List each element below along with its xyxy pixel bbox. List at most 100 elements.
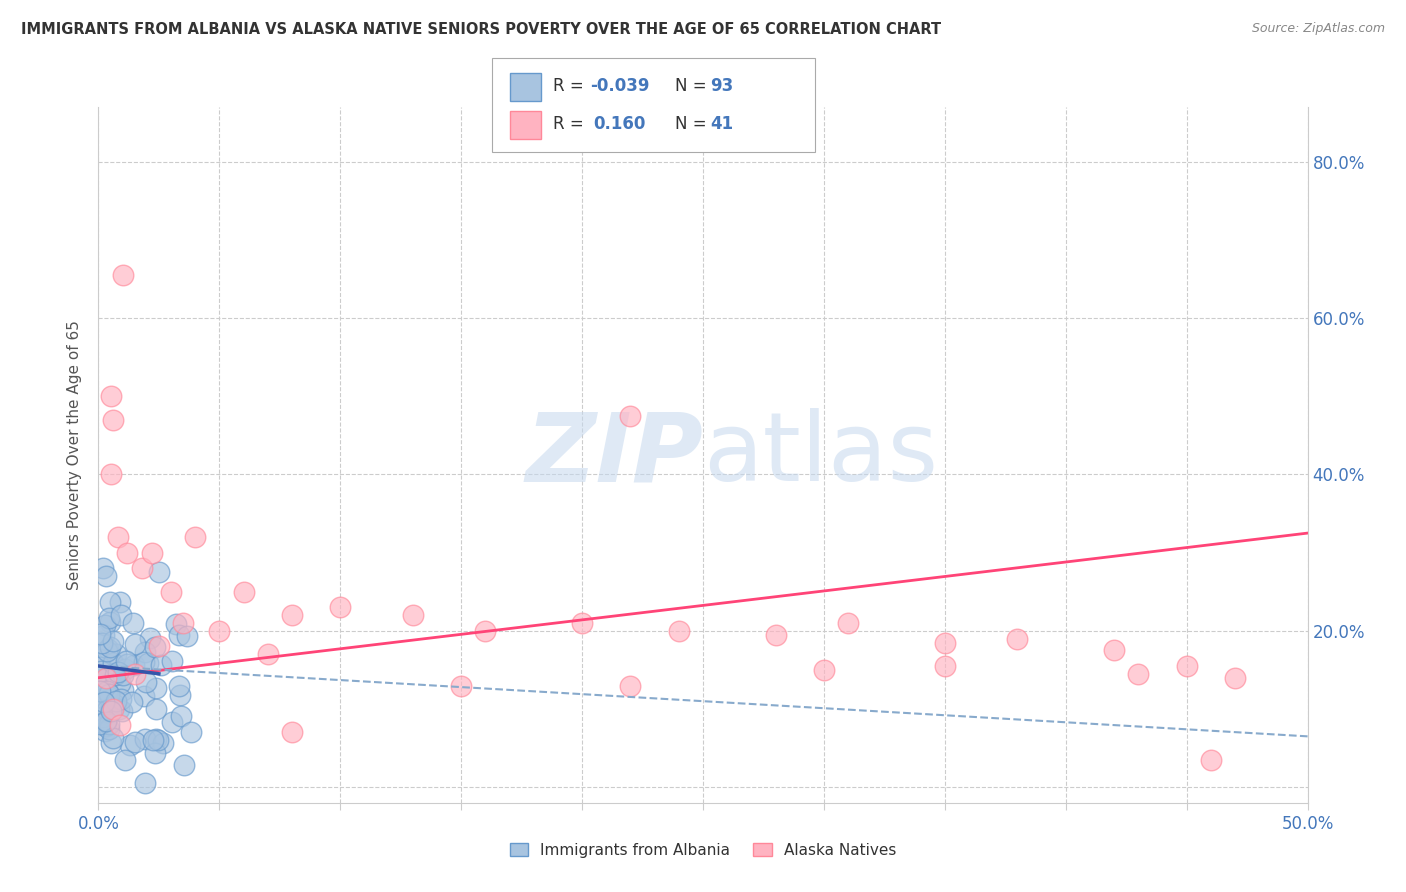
Point [107,530,129,544]
Point [142,732,165,747]
Point [172,615,194,630]
Point [184,530,207,544]
Point [110,595,132,609]
Point [100,736,122,750]
Text: 41: 41 [710,115,733,133]
Point [90,664,112,678]
Point [97,723,120,737]
Point [145,681,167,695]
Point [94,569,117,583]
Point [170,708,193,723]
Point [765,628,787,642]
Point [208,624,231,638]
Point [180,725,202,739]
Point [104,668,127,682]
Point [93,618,115,632]
Point [94,723,117,738]
Point [114,662,136,676]
Point [124,666,146,681]
Point [108,702,131,716]
Text: ZIP: ZIP [524,409,703,501]
Point [96,644,118,658]
Text: R =: R = [553,78,589,95]
Point [114,752,136,766]
Point [148,565,170,579]
Point [124,735,146,749]
Point [101,657,124,671]
Point [101,413,124,427]
Point [108,676,131,690]
Point [89,627,111,641]
Point [100,699,122,714]
Point [281,725,304,739]
Text: R =: R = [553,115,589,133]
Legend: Immigrants from Albania, Alaska Natives: Immigrants from Albania, Alaska Natives [510,843,896,858]
Point [1128,666,1150,681]
Text: atlas: atlas [703,409,938,501]
Point [837,615,859,630]
Point [124,637,146,651]
Point [101,702,124,716]
Point [101,731,124,745]
Point [89,659,111,673]
Point [1175,659,1198,673]
Point [141,546,163,560]
Point [94,714,117,728]
Point [152,736,174,750]
Point [1199,753,1222,767]
Point [162,714,184,729]
Point [934,659,956,673]
Point [114,655,136,669]
Point [98,706,121,720]
Text: -0.039: -0.039 [591,78,650,95]
Point [668,624,690,638]
Point [91,561,114,575]
Point [98,595,121,609]
Point [89,717,111,731]
Point [101,634,124,648]
Point [329,600,352,615]
Point [167,679,190,693]
Point [160,584,183,599]
Text: Source: ZipAtlas.com: Source: ZipAtlas.com [1251,22,1385,36]
Point [121,615,143,630]
Point [134,645,156,659]
Point [98,611,121,625]
Point [105,648,128,662]
Point [139,631,162,645]
Point [101,698,124,713]
Point [96,684,118,698]
Point [94,671,117,685]
Point [107,665,129,679]
Point [96,688,118,702]
Point [89,651,111,665]
Point [98,615,121,629]
Point [474,624,496,638]
Point [118,739,141,753]
Point [100,467,122,482]
Point [136,657,159,671]
Text: 93: 93 [710,78,734,95]
Point [115,657,138,672]
Point [450,679,472,693]
Point [134,776,156,790]
Point [619,679,641,693]
Point [117,546,139,560]
Point [93,695,115,709]
Point [402,608,425,623]
Point [97,642,120,657]
Point [176,629,198,643]
Point [91,636,114,650]
Point [143,746,166,760]
Text: N =: N = [675,115,711,133]
Point [1223,671,1246,685]
Point [619,409,641,423]
Point [108,717,131,731]
Point [122,658,145,673]
Point [93,628,115,642]
Point [111,667,134,681]
Point [98,687,121,701]
Point [91,673,114,688]
Point [148,640,170,654]
Point [100,699,122,714]
